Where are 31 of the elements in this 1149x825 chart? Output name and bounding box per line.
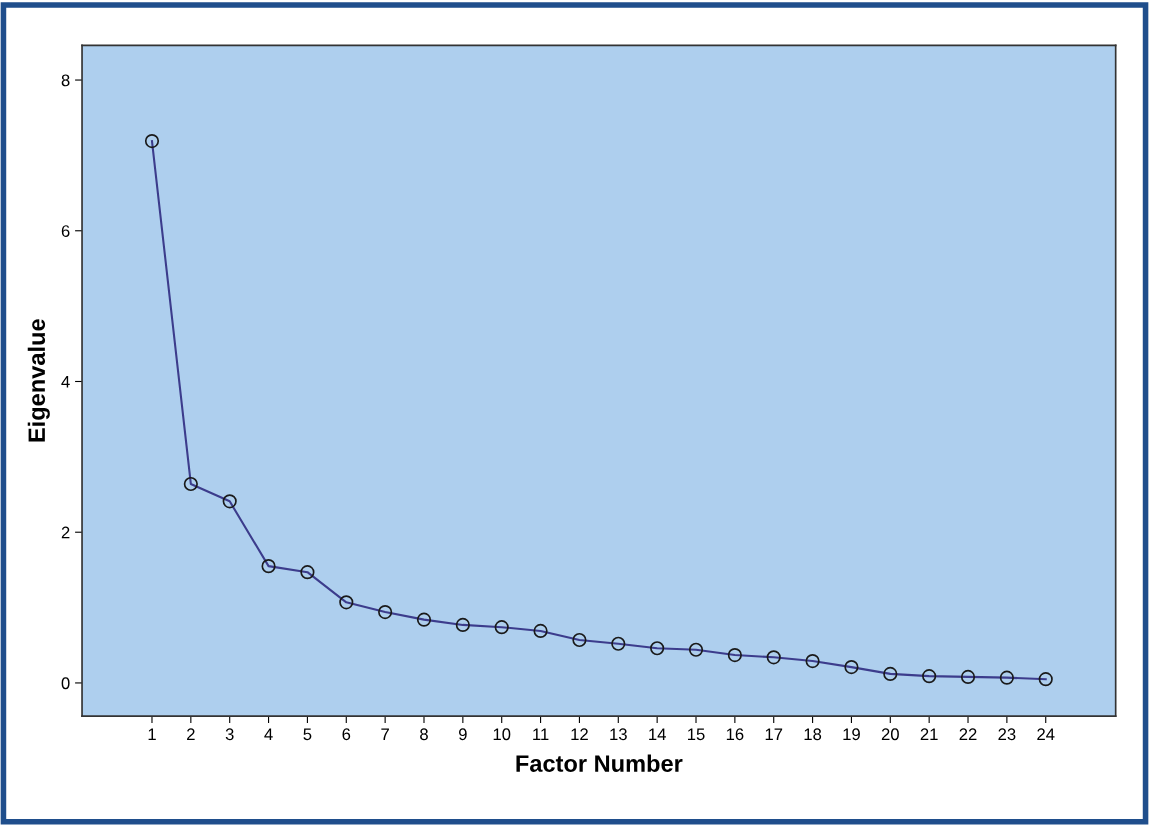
x-tick-label: 22 (959, 728, 977, 740)
x-tick-label: 5 (303, 728, 312, 741)
x-tick-label: 12 (571, 728, 588, 740)
x-tick-label: 4 (264, 728, 273, 740)
x-tick-label: 21 (920, 728, 938, 740)
x-tick-label: 11 (533, 728, 549, 740)
x-tick-label: 13 (610, 728, 627, 741)
x-axis-title: Factor Number (516, 754, 683, 772)
y-tick-label: 8 (61, 74, 70, 87)
x-tick-label: 23 (998, 728, 1016, 741)
x-tick-label: 7 (381, 728, 389, 740)
x-tick-label: 9 (459, 728, 467, 741)
x-tick-label: 24 (1037, 728, 1055, 740)
x-tick-label: 6 (342, 728, 351, 741)
x-tick-label: 3 (225, 728, 234, 741)
x-tick-label: 14 (649, 728, 666, 740)
y-tick-label: 6 (61, 225, 70, 237)
y-axis-title: Eigenvalue (27, 319, 50, 442)
x-tick-label: 10 (493, 728, 511, 741)
x-tick-label: 2 (187, 728, 195, 740)
x-tick-label: 20 (881, 728, 899, 741)
y-tick-label: 4 (61, 376, 70, 388)
x-tick-label: 15 (688, 728, 705, 741)
x-tick-label: 1 (148, 728, 156, 740)
x-tick-label: 19 (843, 728, 860, 741)
x-tick-label: 16 (726, 728, 744, 741)
y-tick-label: 0 (61, 677, 70, 690)
x-tick-label: 17 (765, 728, 783, 740)
y-tick-label: 2 (61, 526, 70, 539)
x-tick-label: 8 (420, 728, 428, 741)
x-tick-label: 18 (804, 728, 822, 741)
